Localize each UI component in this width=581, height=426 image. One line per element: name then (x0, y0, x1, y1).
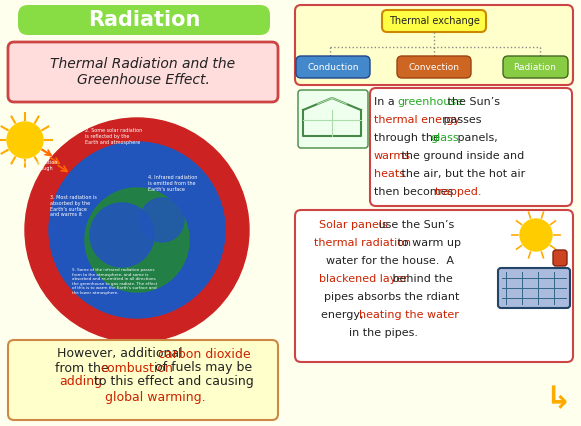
Text: of fuels may be: of fuels may be (150, 362, 252, 374)
Text: Solar panels: Solar panels (319, 220, 388, 230)
Circle shape (85, 188, 189, 292)
Text: from the: from the (55, 362, 112, 374)
FancyBboxPatch shape (8, 42, 278, 102)
Text: warms: warms (374, 151, 411, 161)
Text: heating the water: heating the water (359, 310, 459, 320)
FancyBboxPatch shape (498, 268, 570, 308)
Text: adding: adding (60, 375, 103, 389)
FancyBboxPatch shape (295, 210, 573, 362)
FancyBboxPatch shape (296, 56, 370, 78)
FancyBboxPatch shape (18, 5, 270, 35)
Text: Radiation: Radiation (88, 10, 200, 30)
Text: the air, but the hot air: the air, but the hot air (397, 169, 525, 179)
Text: in the pipes.: in the pipes. (349, 328, 418, 338)
FancyBboxPatch shape (503, 56, 568, 78)
Circle shape (90, 203, 154, 267)
Text: Conduction: Conduction (307, 63, 358, 72)
FancyBboxPatch shape (382, 10, 486, 32)
Text: the ground inside and: the ground inside and (397, 151, 523, 161)
Text: blackened layer: blackened layer (319, 274, 408, 284)
Circle shape (49, 142, 225, 318)
Circle shape (520, 219, 552, 251)
FancyBboxPatch shape (370, 88, 572, 206)
Text: passes: passes (440, 115, 481, 125)
Text: glass: glass (431, 133, 459, 143)
Text: In a: In a (374, 97, 398, 107)
Text: heats: heats (374, 169, 405, 179)
Text: trapped.: trapped. (435, 187, 483, 197)
Text: carbon dioxide: carbon dioxide (158, 348, 251, 360)
Text: 4. Infrared radiation
is emitted from the
Earth's surface: 4. Infrared radiation is emitted from th… (148, 175, 198, 192)
Circle shape (7, 122, 43, 158)
Text: 1. Solar radiation
passes through
the atm.: 1. Solar radiation passes through the at… (15, 160, 58, 177)
Text: global warming.: global warming. (105, 391, 206, 405)
FancyBboxPatch shape (298, 90, 368, 148)
Text: use the Sun’s: use the Sun’s (375, 220, 454, 230)
Text: through the: through the (374, 133, 443, 143)
Text: panels,: panels, (454, 133, 498, 143)
Text: 2. Some solar radiation
is reflected by the
Earth and atmosphere: 2. Some solar radiation is reflected by … (85, 128, 142, 144)
Text: thermal radiation: thermal radiation (314, 238, 411, 248)
Text: However, additional: However, additional (57, 348, 187, 360)
Text: Radiation: Radiation (514, 63, 557, 72)
Text: combustion: combustion (100, 362, 173, 374)
FancyBboxPatch shape (295, 5, 573, 85)
FancyBboxPatch shape (553, 250, 567, 266)
Text: pipes absorbs the rdiant: pipes absorbs the rdiant (324, 292, 459, 302)
Text: Thermal exchange: Thermal exchange (389, 16, 479, 26)
Text: greenhouse: greenhouse (397, 97, 464, 107)
Text: behind the: behind the (389, 274, 453, 284)
Circle shape (140, 198, 184, 242)
Text: water for the house.  A: water for the house. A (326, 256, 454, 266)
Text: energy,: energy, (321, 310, 367, 320)
Text: Thermal Radiation and the
Greenhouse Effect.: Thermal Radiation and the Greenhouse Eff… (51, 57, 235, 87)
FancyBboxPatch shape (397, 56, 471, 78)
FancyBboxPatch shape (8, 340, 278, 420)
Text: to warm up: to warm up (394, 238, 461, 248)
Text: thermal energy: thermal energy (374, 115, 460, 125)
Text: Convection: Convection (408, 63, 460, 72)
Circle shape (25, 118, 249, 342)
Text: 5. Some of the infrared radiation passes
from to the atmosphere, and some is
abs: 5. Some of the infrared radiation passes… (72, 268, 157, 295)
Text: the Sun’s: the Sun’s (444, 97, 500, 107)
Text: 3. Most radiation is
absorbed by the
Earth's surface
and warms it: 3. Most radiation is absorbed by the Ear… (50, 195, 97, 217)
Text: to this effect and causing: to this effect and causing (90, 375, 254, 389)
Text: then becomes: then becomes (374, 187, 457, 197)
Text: ↳: ↳ (545, 386, 571, 414)
